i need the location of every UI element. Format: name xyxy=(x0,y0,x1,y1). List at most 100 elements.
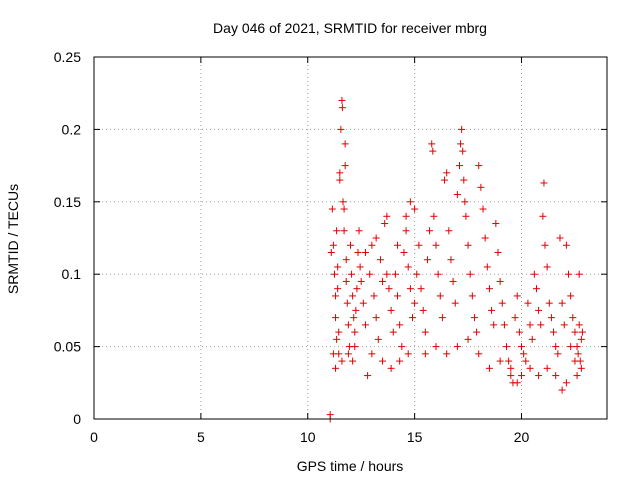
data-point xyxy=(535,372,543,380)
data-point xyxy=(477,183,485,191)
data-point xyxy=(438,314,446,322)
data-point xyxy=(511,314,519,322)
data-point xyxy=(466,270,474,278)
data-point xyxy=(383,270,391,278)
data-point xyxy=(543,263,551,271)
data-point xyxy=(457,140,465,148)
data-point xyxy=(334,285,342,293)
data-point xyxy=(522,357,530,365)
data-point xyxy=(577,335,585,343)
chart-title: Day 046 of 2021, SRMTID for receiver mbr… xyxy=(213,20,487,36)
points-layer xyxy=(326,96,586,423)
data-point xyxy=(496,277,504,285)
data-point xyxy=(540,179,548,187)
data-point xyxy=(571,357,579,365)
data-point xyxy=(461,198,469,206)
data-point xyxy=(413,270,421,278)
x-tick-label: 0 xyxy=(90,429,98,445)
data-point xyxy=(394,241,402,249)
data-point xyxy=(421,328,429,336)
data-point xyxy=(436,292,444,300)
data-point xyxy=(459,147,467,155)
data-point xyxy=(379,277,387,285)
data-point xyxy=(355,227,363,235)
data-point xyxy=(387,364,395,372)
data-point xyxy=(342,256,350,264)
data-point xyxy=(387,306,395,314)
y-tick-label: 0 xyxy=(73,411,81,427)
data-point xyxy=(411,299,419,307)
data-point xyxy=(350,314,358,322)
data-point xyxy=(396,357,404,365)
data-point xyxy=(432,343,440,351)
data-point xyxy=(518,372,525,380)
data-point xyxy=(338,104,346,112)
data-point xyxy=(357,277,365,285)
data-point xyxy=(376,256,384,264)
data-point xyxy=(456,162,464,170)
data-point xyxy=(552,372,560,380)
data-point xyxy=(381,220,389,228)
data-point xyxy=(411,205,419,213)
data-point xyxy=(545,299,553,307)
data-point xyxy=(483,263,491,271)
data-point xyxy=(458,125,466,133)
x-tick-label: 5 xyxy=(197,429,205,445)
data-point xyxy=(368,241,376,249)
data-point xyxy=(428,140,436,148)
data-point xyxy=(385,285,393,293)
data-point xyxy=(441,176,449,184)
data-point xyxy=(569,314,577,322)
data-point xyxy=(447,256,455,264)
data-point xyxy=(356,263,364,271)
data-point xyxy=(451,299,459,307)
y-tick-label: 0.05 xyxy=(54,339,81,355)
data-point xyxy=(429,147,437,155)
data-point xyxy=(374,335,382,343)
data-point xyxy=(449,277,457,285)
data-point xyxy=(336,176,344,184)
data-point xyxy=(515,328,523,336)
data-point xyxy=(565,270,573,278)
data-point xyxy=(507,372,515,380)
data-point xyxy=(396,321,404,329)
data-point xyxy=(481,234,489,242)
data-point xyxy=(341,162,349,170)
data-point xyxy=(338,357,346,365)
data-point xyxy=(558,299,566,307)
data-point xyxy=(485,364,493,372)
data-point xyxy=(445,227,453,235)
data-point xyxy=(404,350,412,358)
data-point xyxy=(343,299,351,307)
data-point xyxy=(352,306,360,314)
data-point xyxy=(417,285,425,293)
data-point xyxy=(575,321,583,329)
data-point xyxy=(332,314,340,322)
data-point xyxy=(432,241,440,249)
data-point xyxy=(560,321,568,329)
y-axis-label: SRMTID / TECUs xyxy=(5,184,21,294)
data-point xyxy=(333,227,341,235)
data-point xyxy=(330,270,338,278)
data-point xyxy=(498,299,506,307)
data-point xyxy=(421,350,429,358)
data-point xyxy=(372,234,380,242)
data-point xyxy=(328,205,336,213)
data-point xyxy=(567,292,575,300)
data-point xyxy=(464,241,472,249)
x-axis-label: GPS time / hours xyxy=(297,458,404,474)
data-point xyxy=(532,285,540,293)
data-point xyxy=(503,343,511,351)
data-point xyxy=(406,198,414,206)
data-point xyxy=(524,299,532,307)
data-point xyxy=(535,306,543,314)
data-point xyxy=(577,364,585,372)
data-point xyxy=(473,328,481,336)
data-point xyxy=(573,343,581,351)
data-point xyxy=(430,212,438,220)
data-point xyxy=(339,198,347,206)
x-tick-label: 10 xyxy=(300,429,316,445)
data-point xyxy=(462,212,470,220)
data-point xyxy=(361,248,369,256)
